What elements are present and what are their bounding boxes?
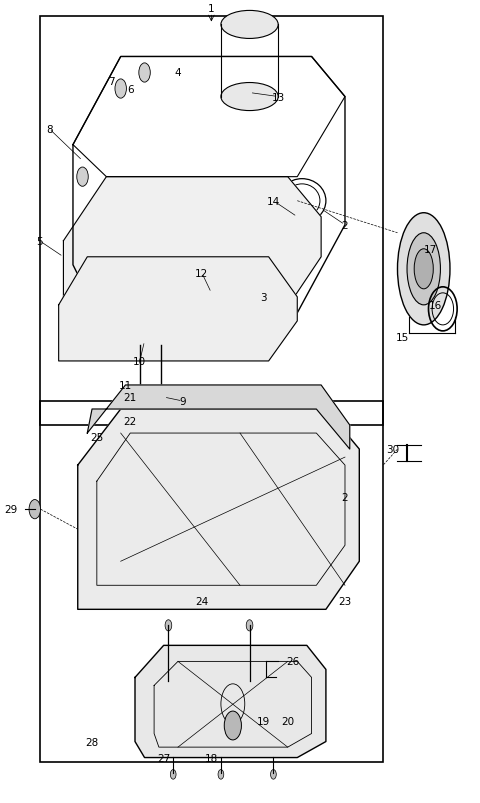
- Circle shape: [139, 63, 150, 83]
- Ellipse shape: [221, 11, 278, 39]
- Circle shape: [77, 168, 88, 187]
- Circle shape: [224, 711, 241, 740]
- Circle shape: [218, 769, 224, 779]
- Circle shape: [29, 500, 40, 519]
- Circle shape: [115, 79, 126, 99]
- Ellipse shape: [397, 214, 450, 325]
- Text: 21: 21: [124, 393, 137, 402]
- Circle shape: [234, 287, 246, 307]
- Text: 24: 24: [195, 597, 208, 606]
- Ellipse shape: [407, 234, 441, 305]
- Text: 30: 30: [386, 445, 399, 454]
- Bar: [39, 18, 383, 426]
- Text: 25: 25: [90, 433, 104, 442]
- Text: 23: 23: [338, 597, 352, 606]
- Text: 28: 28: [85, 736, 99, 747]
- Circle shape: [271, 769, 276, 779]
- Polygon shape: [78, 410, 360, 609]
- Circle shape: [170, 769, 176, 779]
- Text: 5: 5: [36, 236, 43, 247]
- Text: 3: 3: [261, 292, 267, 303]
- Circle shape: [157, 335, 165, 348]
- Ellipse shape: [414, 250, 433, 289]
- Text: 19: 19: [257, 716, 271, 727]
- Text: 14: 14: [267, 197, 280, 206]
- Text: 26: 26: [286, 657, 299, 666]
- Text: 16: 16: [429, 300, 442, 311]
- Text: 27: 27: [157, 752, 170, 763]
- Circle shape: [165, 620, 172, 631]
- Text: 11: 11: [119, 381, 132, 390]
- Circle shape: [136, 335, 144, 348]
- Text: 13: 13: [272, 92, 285, 103]
- Text: 17: 17: [424, 244, 437, 255]
- Bar: [39, 402, 383, 761]
- Text: 1: 1: [208, 4, 215, 14]
- Circle shape: [82, 272, 93, 291]
- Text: 9: 9: [180, 397, 186, 406]
- Text: 10: 10: [133, 357, 146, 366]
- Text: 20: 20: [281, 716, 294, 727]
- Polygon shape: [135, 646, 326, 757]
- Text: 15: 15: [396, 332, 409, 342]
- Text: 2: 2: [342, 492, 348, 503]
- Polygon shape: [63, 177, 321, 321]
- Text: 18: 18: [205, 752, 218, 763]
- Text: 7: 7: [108, 76, 114, 87]
- Bar: [211, 258, 254, 313]
- Text: 12: 12: [195, 268, 208, 279]
- Polygon shape: [87, 385, 350, 450]
- Text: 29: 29: [4, 504, 18, 515]
- Polygon shape: [59, 258, 297, 361]
- Text: 8: 8: [46, 124, 52, 134]
- Text: 6: 6: [127, 84, 133, 95]
- Text: 4: 4: [175, 68, 181, 79]
- Text: 22: 22: [124, 417, 137, 426]
- Ellipse shape: [221, 84, 278, 112]
- Circle shape: [246, 620, 253, 631]
- Text: 2: 2: [342, 221, 348, 230]
